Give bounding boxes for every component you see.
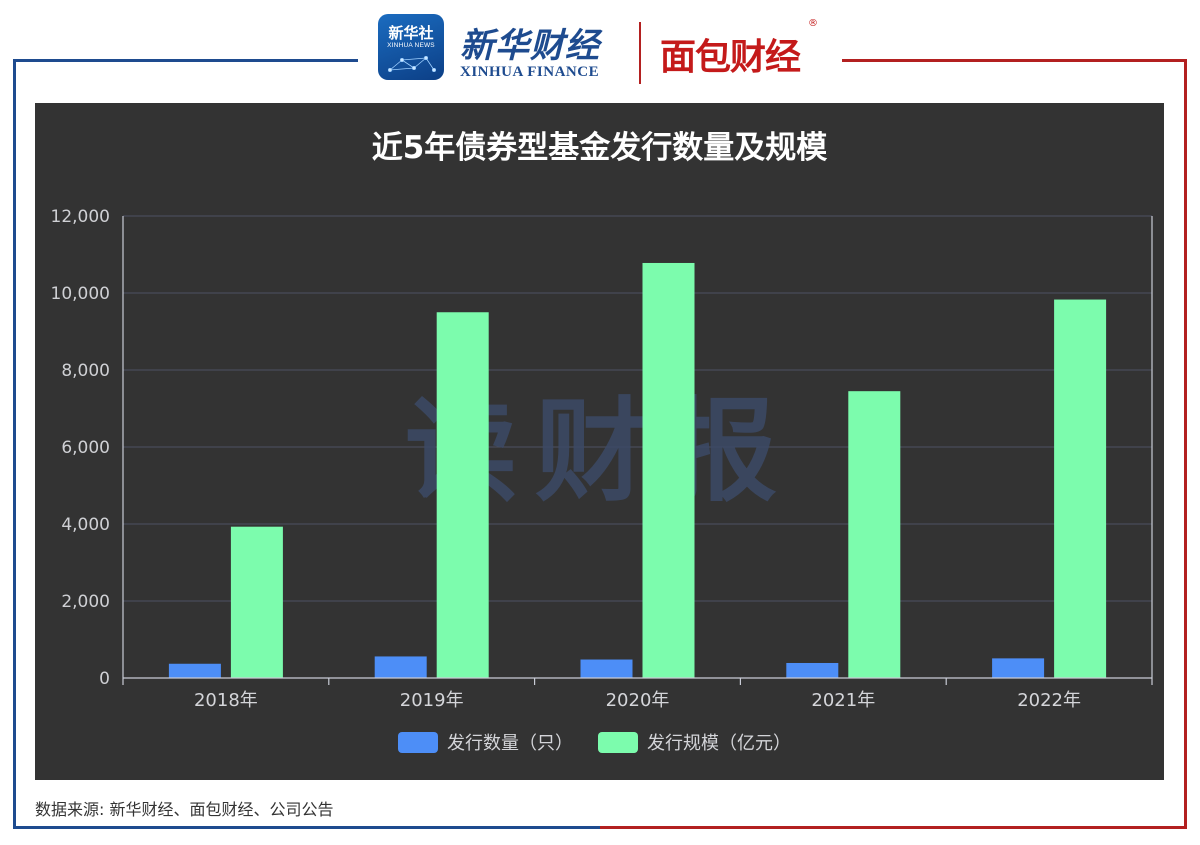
axes [122, 216, 1153, 685]
x-tick-label: 2018年 [194, 690, 258, 711]
xinhua-news-logo: 新华社 XINHUA NEWS [378, 14, 444, 80]
legend: 发行数量（只） 发行规模（亿元） [398, 732, 791, 754]
frame-right-border [1184, 59, 1187, 829]
bar-scale [848, 391, 901, 678]
x-axis-ticks: 2018年 2019年 2020年 2021年 2022年 [194, 690, 1081, 711]
logo-divider [639, 22, 641, 84]
bar-count [786, 662, 839, 678]
legend-label-count: 发行数量（只） [447, 733, 573, 754]
y-tick-label: 6,000 [61, 438, 110, 458]
x-tick-label: 2022年 [1017, 690, 1081, 711]
header-logos: 新华社 XINHUA NEWS 新华财经 XINHUA FINANCE 面包财经… [378, 14, 828, 86]
source-note: 数据来源: 新华财经、面包财经、公司公告 [35, 800, 334, 819]
x-tick-label: 2020年 [606, 690, 670, 711]
x-tick-label: 2019年 [400, 690, 464, 711]
bar-scale [230, 526, 283, 678]
x-tick-label: 2021年 [811, 690, 875, 711]
bar-count [168, 663, 221, 678]
legend-label-scale: 发行规模（亿元） [647, 733, 791, 754]
frame-left-border [13, 59, 16, 829]
grid-lines [123, 215, 1152, 602]
xinhua-finance-logo-cn: 新华财经 [460, 26, 600, 66]
bars [168, 262, 1107, 678]
bar-scale [1054, 299, 1107, 678]
y-tick-label: 10,000 [51, 284, 110, 304]
mianbao-finance-logo: 面包财经 [660, 37, 801, 78]
y-axis-ticks: 0 2,000 4,000 6,000 8,000 10,000 12,000 [51, 207, 110, 689]
bar-scale [436, 312, 489, 678]
registered-mark: ® [808, 18, 818, 29]
bar-count [580, 659, 633, 678]
legend-swatch-count [398, 732, 438, 753]
bar-count [992, 658, 1045, 678]
y-tick-label: 12,000 [51, 207, 110, 227]
bar-scale [642, 262, 695, 678]
legend-swatch-scale [598, 732, 638, 753]
xinhua-finance-logo-en: XINHUA FINANCE [460, 64, 600, 80]
frame-top-left-line [13, 59, 358, 62]
network-icon [388, 56, 437, 72]
xinhua-badge-en: XINHUA NEWS [387, 42, 435, 49]
y-tick-label: 2,000 [61, 592, 110, 612]
xinhua-badge-cn: 新华社 [388, 24, 434, 42]
frame-top-right-line [842, 59, 1187, 62]
frame-bottom-border [13, 826, 1187, 829]
y-tick-label: 8,000 [61, 361, 110, 381]
bar-count [374, 656, 427, 678]
y-tick-label: 0 [99, 669, 110, 689]
chart-title: 近5年债券型基金发行数量及规模 [371, 130, 828, 166]
y-tick-label: 4,000 [61, 515, 110, 535]
